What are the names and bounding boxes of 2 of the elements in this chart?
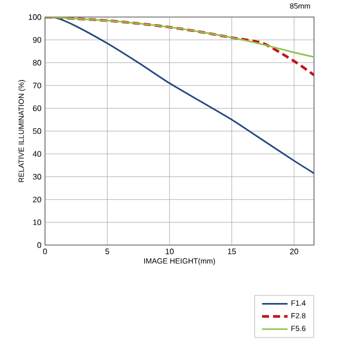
line-series [45,17,314,76]
line-series [45,17,314,58]
